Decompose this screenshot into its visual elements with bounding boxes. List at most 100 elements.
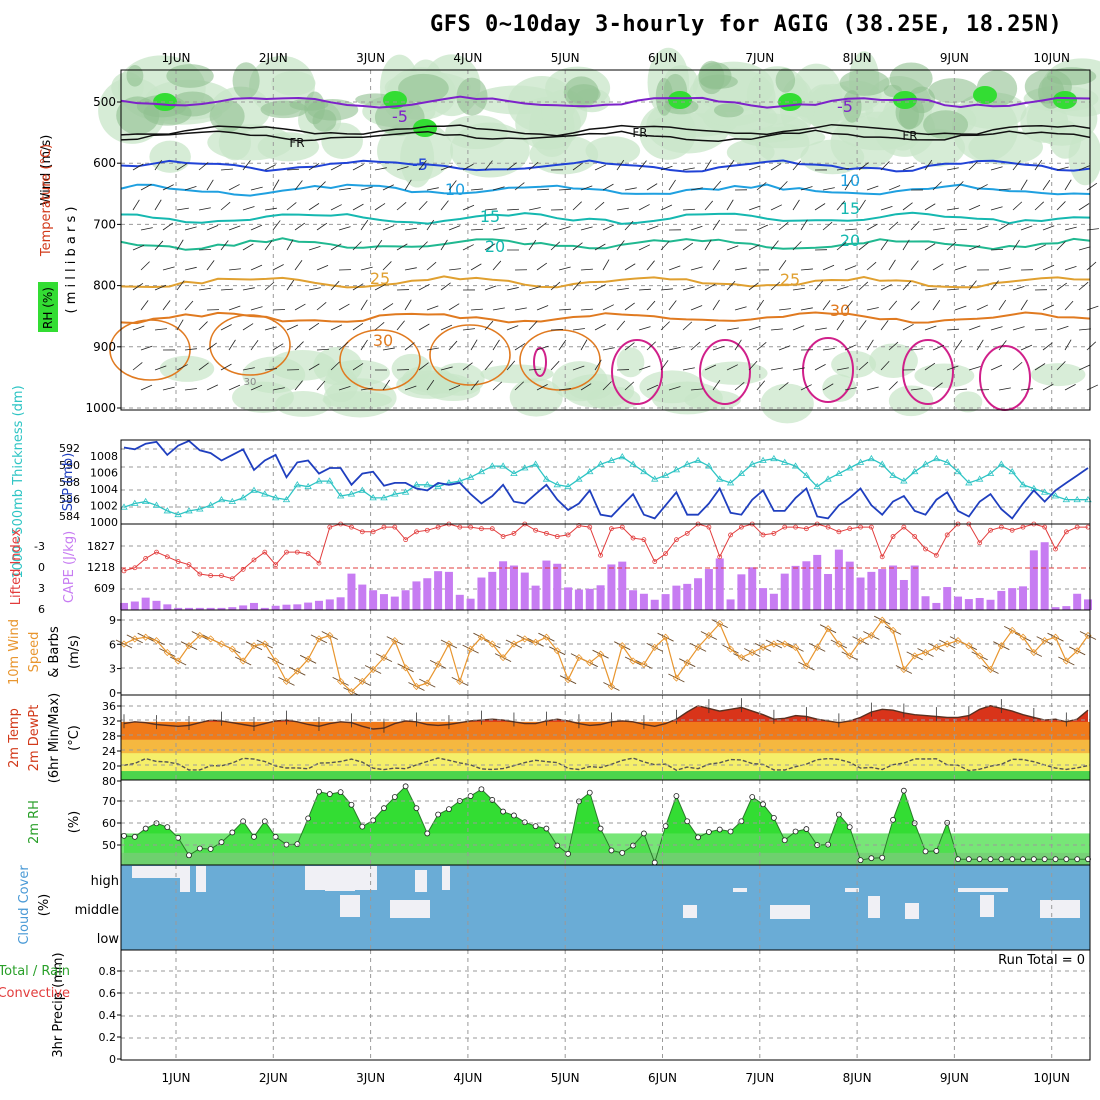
wind-barb — [308, 163, 320, 171]
lifted-index-point — [977, 540, 983, 546]
wind-barb — [594, 324, 606, 331]
wind-barb — [946, 207, 959, 211]
wind-barb — [382, 184, 394, 191]
wind-barb — [726, 327, 739, 331]
wind-barb — [880, 284, 892, 291]
lifted-index-point — [316, 560, 322, 566]
wind-barb — [734, 267, 747, 271]
wind-barb — [866, 261, 877, 271]
rh2m-point — [684, 818, 691, 825]
wind-barb — [184, 226, 197, 231]
wind-barb — [734, 382, 745, 391]
cape-bar — [390, 596, 399, 610]
wind-barb — [822, 383, 834, 391]
lifted-index-point — [609, 526, 614, 532]
lifted-index-point — [381, 524, 387, 530]
wind-barb — [374, 203, 386, 211]
wind-speed-point — [412, 682, 421, 691]
wind-barb — [712, 259, 721, 271]
wind-barb — [792, 241, 802, 251]
wind-barb — [206, 384, 219, 391]
rh-shading-low — [396, 370, 464, 399]
wind-speed-point — [662, 633, 670, 641]
rh2m-point — [641, 830, 647, 837]
lifted-index-point — [771, 530, 777, 536]
thickness-point — [304, 482, 312, 490]
lifted-index-point — [565, 532, 571, 538]
lifted-index-point — [782, 524, 788, 530]
rh-shading-dark — [456, 77, 488, 116]
run-total-label: Run Total = 0 — [998, 953, 1085, 968]
wind-barb — [404, 179, 412, 191]
thickness-point — [228, 497, 237, 505]
y-tick-label-li: 6 — [38, 603, 45, 616]
wind-barb — [242, 323, 254, 331]
wind-speed-point — [835, 640, 843, 648]
cape-bar — [585, 588, 594, 610]
cape-bar — [163, 604, 172, 610]
contour-label: 30 — [373, 331, 393, 350]
y-tick-label: 6 — [109, 638, 116, 651]
lifted-index-point — [1009, 527, 1015, 533]
wind-barb — [910, 260, 919, 271]
wind-barb — [646, 341, 656, 351]
cape-bar — [434, 571, 443, 610]
wind-speed-point — [293, 667, 301, 675]
rh2m-point — [294, 841, 301, 848]
cape-bar — [347, 573, 356, 610]
wind-barb — [668, 300, 677, 311]
thickness-point — [986, 469, 995, 477]
rh-shading-low — [953, 391, 983, 413]
y-tick-label: 700 — [93, 217, 116, 231]
wind-barb — [352, 164, 364, 171]
wind-barb — [690, 187, 703, 191]
wind-barb — [484, 360, 493, 371]
wind-barb — [426, 187, 439, 191]
cape-bar — [499, 561, 508, 610]
lifted-index-point — [392, 524, 398, 530]
cloud-patch — [415, 870, 427, 892]
cape-bar — [1062, 606, 1071, 610]
wind-barb — [484, 160, 493, 171]
rh-shading-dark — [116, 96, 160, 135]
rh2m-point — [673, 793, 680, 799]
wind-barb — [338, 187, 351, 191]
wind-barb — [528, 161, 539, 171]
wind-speed-point — [607, 682, 615, 691]
wind-barb — [382, 303, 394, 311]
cape-bar — [358, 584, 367, 610]
wind-barb — [558, 308, 571, 311]
wind-barb — [536, 384, 548, 391]
cape-bar — [618, 561, 627, 610]
thickness-point — [521, 464, 529, 471]
wind-speed-point — [748, 648, 756, 657]
wind-barb — [858, 281, 869, 291]
cape-bar — [769, 593, 778, 610]
lifted-index-point — [175, 559, 181, 564]
rh-shading — [207, 124, 294, 161]
wind-barb — [132, 362, 143, 371]
thickness-point — [921, 460, 930, 467]
thickness-point — [434, 482, 442, 490]
wind-barb — [550, 329, 564, 331]
cloud-patch — [132, 866, 182, 878]
chart-title: GFS 0~10day 3-hourly for AGIG (38.25E, 1… — [430, 12, 1063, 37]
y-tick-label-slp: 1002 — [90, 500, 118, 513]
y-tick-label-cape: 1827 — [87, 540, 115, 553]
wind-barb — [316, 222, 328, 231]
wind-speed-point — [174, 657, 182, 665]
wind-speed-point — [553, 647, 561, 655]
wind-barb — [954, 339, 963, 351]
y-tick-label: 0.2 — [99, 1031, 117, 1044]
wind-barb — [844, 265, 857, 271]
cloud-patch — [958, 888, 1008, 892]
rh2m-point — [770, 814, 777, 821]
rh2m-point — [370, 817, 377, 824]
rh-shading-dark — [209, 100, 245, 133]
wind-barb — [1078, 246, 1091, 251]
wind-barb — [338, 385, 351, 391]
temperature-contour — [120, 95, 1091, 109]
rh-shading-dark — [126, 65, 144, 87]
wind-speed-point — [651, 643, 659, 651]
lifted-index-point — [349, 524, 354, 530]
